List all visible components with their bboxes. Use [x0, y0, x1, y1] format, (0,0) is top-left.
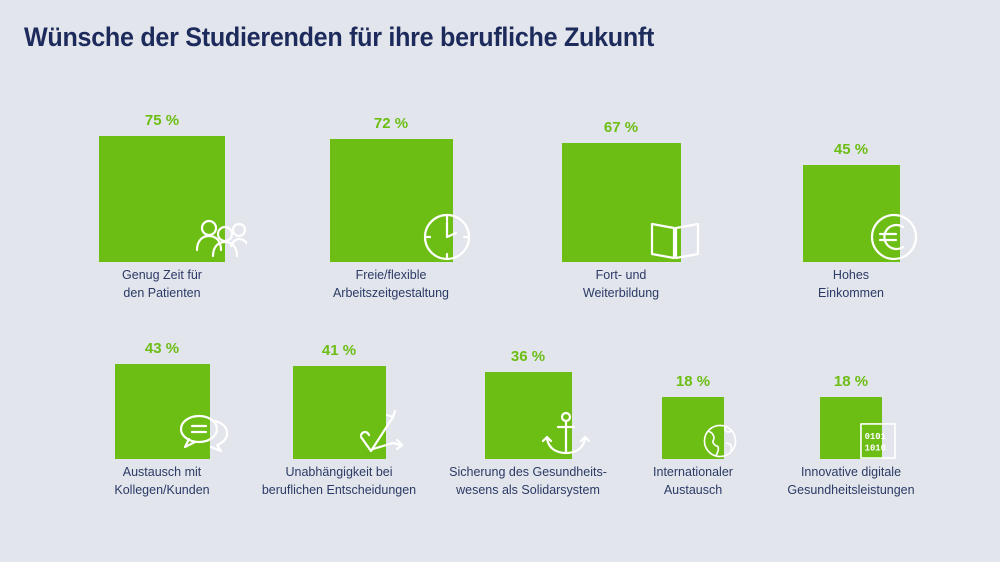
category-label: Hohes Einkommen: [818, 268, 884, 300]
people-icon: [193, 210, 250, 264]
bar-square: [329, 139, 453, 262]
value-label: 41 %: [321, 342, 357, 359]
bar-square: [484, 372, 572, 459]
bar-square: [802, 165, 900, 262]
category-label: Sicherung des Gesundheits- wesens als So…: [449, 465, 607, 497]
category-label: Freie/flexible Arbeitszeitgestaltung: [332, 268, 450, 300]
value-label: 72 %: [373, 115, 409, 132]
category-label: Fort- und Weiterbildung: [582, 268, 660, 300]
category-label: Genug Zeit für den Patienten: [122, 268, 202, 300]
anchor-icon: [539, 407, 593, 461]
value-label: 45 %: [833, 141, 869, 158]
chart-title: Wünsche der Studierenden für ihre berufl…: [24, 22, 655, 52]
value-label: 18 %: [675, 373, 711, 390]
bar-square: [561, 143, 681, 262]
binary-code-icon: 0101 1010: [858, 421, 898, 461]
euro-icon: [867, 210, 921, 264]
category-label: Unabhängigkeit bei beruflichen Entscheid…: [261, 465, 417, 497]
bar-square: [662, 397, 724, 459]
category-label: Internationaler Austausch: [653, 465, 733, 497]
bar-square: [292, 366, 386, 459]
globe-icon: [700, 421, 740, 461]
book-icon: [648, 210, 702, 264]
value-label: 67 %: [603, 119, 639, 136]
value-label: 75 %: [144, 112, 180, 129]
bar-square: [99, 136, 225, 262]
category-label: Austausch mit Kollegen/Kunden: [114, 465, 210, 497]
svg-text:0101: 0101: [865, 432, 886, 442]
value-label: 18 %: [833, 373, 869, 390]
svg-text:1010: 1010: [865, 444, 886, 454]
category-label: Innovative digitale Gesundheitsleistunge…: [787, 465, 915, 497]
clock-icon: [420, 210, 474, 264]
arrows-check-icon: [353, 407, 407, 461]
speech-bubbles-icon: [177, 407, 231, 461]
bar-square: [820, 397, 882, 459]
value-label: 43 %: [144, 340, 180, 357]
value-label: 36 %: [510, 348, 546, 365]
